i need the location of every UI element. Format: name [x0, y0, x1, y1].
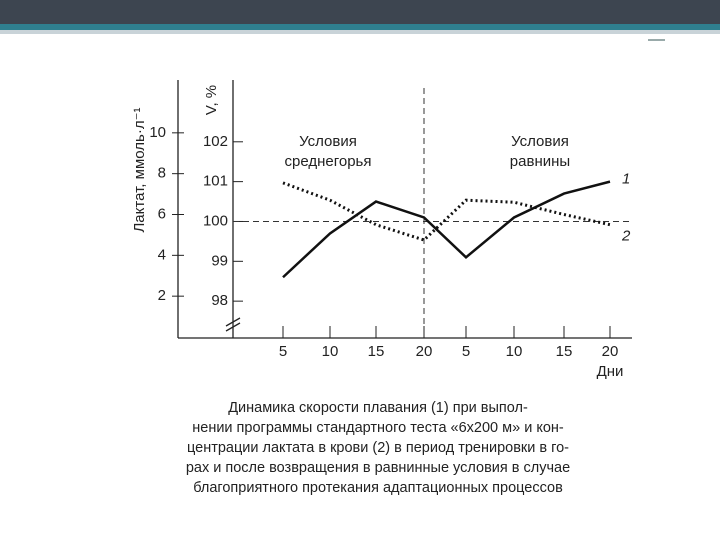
y2-tick-label: 100	[203, 212, 228, 229]
y2-axis-label: V, %	[203, 85, 220, 115]
top-bar	[0, 0, 720, 24]
axis-break	[225, 317, 241, 327]
accent-line	[0, 30, 720, 34]
series-line	[282, 180, 611, 279]
annotation: среднегорья	[285, 153, 372, 170]
y-axis-label: Лактат, ммоль·л⁻¹	[131, 107, 148, 232]
annotation: Условия	[511, 133, 569, 150]
y-tick-label: 4	[158, 246, 166, 263]
y-tick-label: 6	[158, 205, 166, 222]
y2-tick-label: 101	[203, 173, 228, 190]
x-tick-label: 10	[322, 343, 339, 360]
caption-line: нении программы стандартного теста «6x20…	[192, 420, 564, 436]
y-tick-label: 2	[158, 287, 166, 304]
series-label: 2	[621, 228, 631, 245]
x-tick-label: 20	[602, 343, 619, 360]
accent-strip	[0, 24, 720, 30]
y2-tick-label: 99	[211, 252, 228, 269]
annotation: Условия	[299, 133, 357, 150]
caption-line: центрации лактата в крови (2) в период т…	[187, 440, 569, 456]
annotation: равнины	[510, 153, 570, 170]
x-tick-label: 5	[462, 343, 470, 360]
y2-tick-label: 102	[203, 133, 228, 150]
series-line	[282, 181, 611, 242]
x-tick-label: 15	[368, 343, 385, 360]
x-axis-label: Дни	[597, 363, 624, 380]
y2-tick-label: 98	[211, 292, 228, 309]
series-label: 1	[622, 171, 630, 188]
x-tick-label: 5	[279, 343, 287, 360]
x-tick-label: 10	[506, 343, 523, 360]
x-tick-label: 15	[556, 343, 573, 360]
x-tick-label: 20	[416, 343, 433, 360]
axis-break	[225, 322, 241, 332]
caption-line: рах и после возвращения в равнинные усло…	[186, 460, 570, 476]
y-tick-label: 10	[149, 124, 166, 141]
caption-line: благоприятного протекания адаптационных …	[193, 480, 563, 496]
caption-line: Динамика скорости плавания (1) при выпол…	[228, 400, 528, 416]
y-tick-label: 8	[158, 165, 166, 182]
